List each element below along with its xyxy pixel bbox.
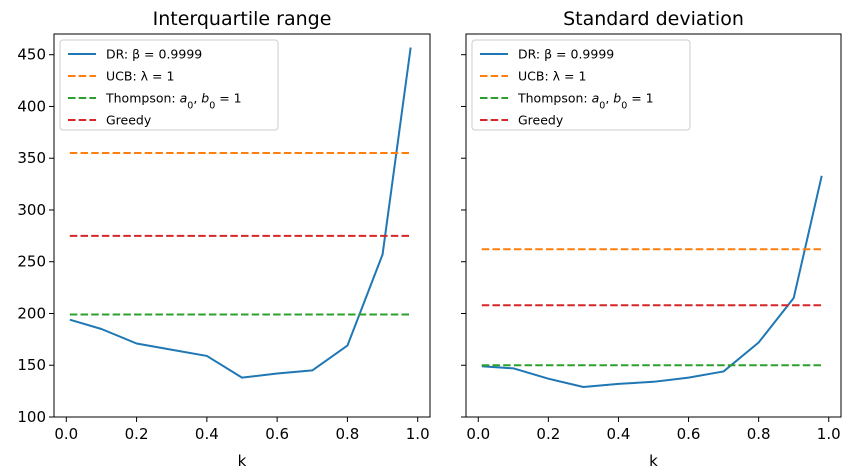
legend: DR: β = 0.9999 UCB: λ = 1 Thompson: a0, b0… bbox=[471, 39, 691, 131]
y-tick-label: 450 bbox=[17, 46, 46, 64]
legend-label: Thompson: a0, b0 = 1 bbox=[105, 91, 242, 112]
x-tick-label: 0.0 bbox=[466, 425, 490, 443]
x-axis-label: k bbox=[649, 452, 658, 470]
axes-frame bbox=[465, 33, 842, 418]
x-tick-label: 0.8 bbox=[335, 425, 359, 443]
y-tick-label: 400 bbox=[17, 97, 46, 115]
legend-label: DR: β = 0.9999 bbox=[106, 47, 202, 62]
legend-label: Greedy bbox=[518, 113, 564, 128]
x-tick-label: 0.6 bbox=[677, 425, 701, 443]
legend: DR: β = 0.9999 UCB: λ = 1 Thompson: a0, b0… bbox=[59, 39, 279, 131]
y-tick-label: 200 bbox=[17, 304, 46, 322]
x-tick-label: 0.4 bbox=[195, 425, 219, 443]
x-tick-label: 0.4 bbox=[607, 425, 631, 443]
legend-label: Thompson: a0, b0 = 1 bbox=[517, 91, 654, 112]
axes-frame bbox=[53, 33, 431, 418]
x-tick-label: 0.8 bbox=[747, 425, 771, 443]
legend-box bbox=[59, 39, 279, 131]
legend-label: UCB: λ = 1 bbox=[106, 69, 174, 84]
y-tick-label: 100 bbox=[17, 408, 46, 426]
chart-panel-2: Standard deviation 0.0 0.2 0.4 0.6 0.8 1.0 k DR:… bbox=[461, 8, 842, 470]
chart-panel-1: Interquartile range 0.0 0.2 0.4 0.6 0.8 1.0 100… bbox=[17, 8, 431, 470]
x-tick-label: 0.6 bbox=[265, 425, 289, 443]
chart-title: Interquartile range bbox=[153, 8, 332, 30]
chart-title: Standard deviation bbox=[563, 8, 744, 30]
x-tick-label: 1.0 bbox=[817, 425, 841, 443]
y-tick-label: 150 bbox=[17, 356, 46, 374]
legend-label: Greedy bbox=[106, 113, 152, 128]
x-tick-label: 0.2 bbox=[125, 425, 149, 443]
y-tick-label: 300 bbox=[17, 201, 46, 219]
y-tick-label: 250 bbox=[17, 253, 46, 271]
series-line-1 bbox=[481, 175, 823, 388]
x-tick-label: 0.2 bbox=[536, 425, 560, 443]
x-tick-label: 1.0 bbox=[406, 425, 430, 443]
x-tick-label: 0.0 bbox=[54, 425, 78, 443]
legend-label: UCB: λ = 1 bbox=[518, 69, 586, 84]
x-axis-label: k bbox=[238, 452, 247, 470]
legend-box bbox=[471, 39, 691, 131]
legend-label: DR: β = 0.9999 bbox=[518, 47, 614, 62]
y-tick-label: 350 bbox=[17, 149, 46, 167]
